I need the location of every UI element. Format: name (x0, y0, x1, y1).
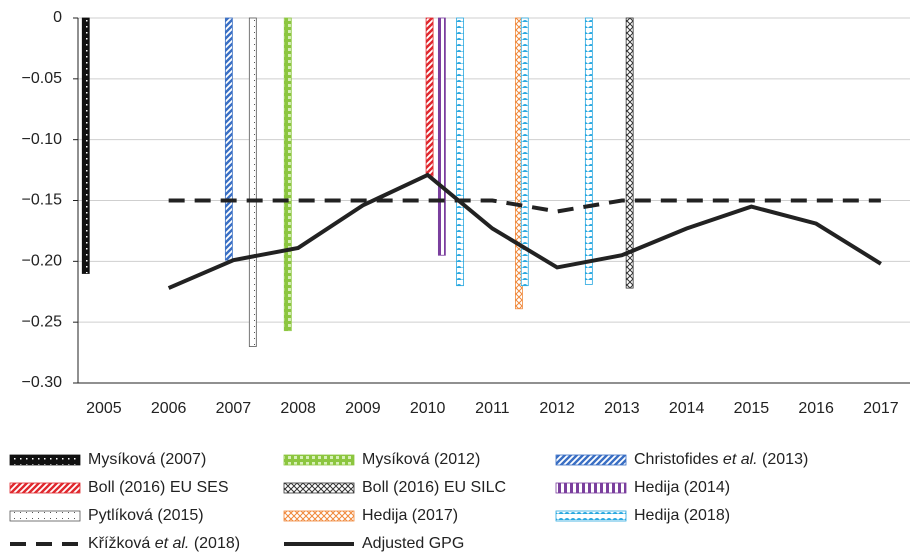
bar (81, 17, 90, 274)
legend-swatch (9, 454, 81, 466)
y-tick-label: −0.25 (22, 313, 63, 330)
x-tick-label: 2013 (604, 400, 640, 417)
x-tick-label: 2016 (798, 400, 834, 417)
x-tick-label: 2012 (539, 400, 575, 417)
y-tick-label: −0.05 (22, 70, 63, 87)
legend-item: Adjusted GPG (284, 535, 464, 552)
x-tick-label: 2005 (86, 400, 122, 417)
bar (248, 17, 257, 347)
legend-swatch (283, 510, 355, 522)
bar (625, 17, 634, 289)
bar (437, 17, 446, 256)
legend-item: Křížková et al. (2018) (10, 535, 240, 552)
bar (425, 17, 434, 177)
legend-item: Mysíková (2007) (9, 451, 206, 468)
legend-label: Hedija (2014) (634, 479, 730, 496)
legend-label: Křížková et al. (2018) (88, 535, 240, 552)
legend-label: Hedija (2017) (362, 507, 458, 524)
bar (224, 17, 233, 261)
legend-swatch (555, 482, 627, 494)
legend-swatch (9, 482, 81, 494)
y-tick-label: −0.30 (22, 374, 63, 391)
legend-swatch (283, 454, 355, 466)
line (167, 172, 882, 290)
legend-item: Hedija (2017) (283, 507, 458, 524)
legend-swatch (555, 510, 627, 522)
legend-label: Pytlíková (2015) (88, 507, 204, 524)
x-tick-label: 2011 (475, 400, 510, 417)
y-tick-label: 0 (53, 9, 62, 26)
x-tick-label: 2008 (280, 400, 316, 417)
y-tick-label: −0.15 (22, 192, 63, 209)
legend-item: Boll (2016) EU SES (9, 479, 229, 496)
legend-label: Christofides et al. (2013) (634, 451, 808, 468)
legend-item: Boll (2016) EU SILC (283, 479, 506, 496)
legend-label: Mysíková (2007) (88, 451, 206, 468)
legend-label: Adjusted GPG (362, 535, 464, 552)
legend-item: Hedija (2018) (555, 507, 730, 524)
bar (456, 17, 464, 287)
x-tick-label: 2006 (151, 400, 187, 417)
legend-label: Boll (2016) EU SILC (362, 479, 506, 496)
x-tick-label: 2014 (669, 400, 705, 417)
legend-item: Mysíková (2012) (283, 451, 480, 468)
y-tick-label: −0.10 (22, 131, 63, 148)
bar (584, 17, 593, 285)
legend-item: Hedija (2014) (555, 479, 730, 496)
legend-label: Boll (2016) EU SES (88, 479, 229, 496)
x-tick-label: 2017 (863, 400, 899, 417)
bar (520, 17, 529, 287)
legend-label: Mysíková (2012) (362, 451, 480, 468)
legend-label: Hedija (2018) (634, 507, 730, 524)
line (168, 198, 881, 214)
legend-item: Christofides et al. (2013) (555, 451, 808, 468)
y-tick-label: −0.20 (22, 253, 63, 270)
x-tick-label: 2007 (216, 400, 252, 417)
legend-item: Pytlíková (2015) (9, 507, 204, 524)
x-tick-label: 2015 (734, 400, 770, 417)
legend-swatch (283, 482, 355, 494)
legend-swatch (9, 510, 81, 522)
x-tick-label: 2010 (410, 400, 446, 417)
bar (283, 17, 292, 332)
legend-swatch (555, 454, 627, 466)
x-tick-label: 2009 (345, 400, 381, 417)
